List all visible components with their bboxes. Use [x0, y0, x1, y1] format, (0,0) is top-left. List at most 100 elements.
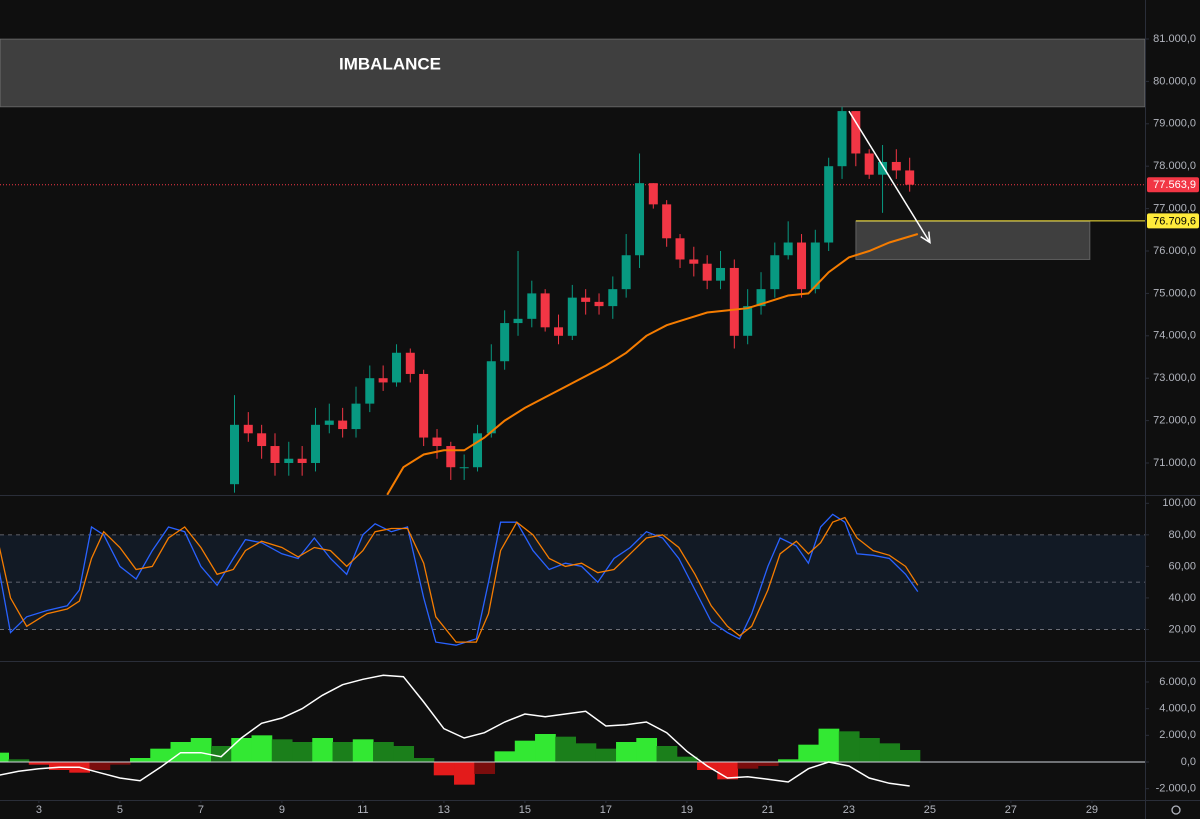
candle-body: [351, 403, 361, 430]
candle-body: [243, 424, 253, 434]
y-tick-label: 78.000,0: [1153, 160, 1196, 172]
y-tick-label: 4.000,0: [1159, 703, 1196, 715]
x-tick-label: 27: [1005, 804, 1017, 816]
x-tick-label: 5: [117, 804, 123, 816]
histogram-bar: [28, 762, 50, 765]
y-tick-label: 20,00: [1168, 623, 1196, 635]
y-tick-label: 100,00: [1162, 497, 1196, 509]
zone-label: IMBALANCE: [339, 54, 441, 73]
y-tick-label: 79.000,0: [1153, 118, 1196, 130]
stoch-d: [0, 516, 919, 643]
histogram-bar: [190, 738, 212, 762]
x-tick-label: 13: [438, 804, 450, 816]
candle-body: [716, 267, 726, 281]
y-tick-label: 73.000,0: [1153, 372, 1196, 384]
y-tick-label: 60,00: [1168, 560, 1196, 572]
y-tick-label: 80,00: [1168, 529, 1196, 541]
candle-body: [527, 293, 537, 319]
histogram-bar: [393, 746, 415, 762]
candle-body: [513, 318, 523, 324]
x-tick-label: 19: [681, 804, 693, 816]
pane: [0, 513, 1145, 646]
histogram-bar: [89, 762, 111, 770]
histogram-bar: [0, 752, 10, 762]
candle-body: [648, 183, 658, 205]
histogram-bar: [595, 748, 617, 762]
candle-body: [878, 161, 888, 175]
histogram-bar: [737, 762, 759, 769]
candle-body: [770, 255, 780, 290]
x-tick-label: 23: [843, 804, 855, 816]
x-tick-label: 29: [1086, 804, 1098, 816]
candle-body: [338, 420, 348, 430]
pane: [0, 674, 1145, 787]
candle-body: [392, 352, 402, 383]
candle-body: [662, 204, 672, 239]
candle-body: [743, 306, 753, 336]
histogram-bar: [676, 756, 698, 762]
candle-body: [405, 352, 415, 374]
x-tick-label: 7: [198, 804, 204, 816]
candle-body: [446, 446, 456, 468]
histogram-bar: [130, 758, 151, 762]
histogram-bar: [616, 742, 637, 762]
histogram-bar: [656, 746, 678, 762]
candle-body: [797, 242, 807, 290]
candle-body: [230, 424, 240, 485]
histogram-bar: [49, 762, 70, 770]
candle-body: [891, 161, 901, 171]
histogram-bar: [879, 743, 901, 762]
histogram-bar: [838, 731, 860, 762]
histogram-bar: [433, 762, 455, 776]
candle-body: [851, 111, 861, 154]
settings-icon[interactable]: [1171, 805, 1181, 815]
x-tick-label: 3: [36, 804, 42, 816]
y-tick-label: 0,0: [1181, 756, 1196, 768]
histogram-bar: [312, 738, 334, 762]
histogram-bar: [292, 742, 313, 762]
candle-body: [284, 458, 294, 463]
candle-body: [473, 433, 483, 468]
y-tick-label: 2.000,0: [1159, 729, 1196, 741]
zone: [0, 38, 1145, 108]
candle-body: [324, 420, 334, 425]
histogram-bar: [778, 759, 799, 762]
arrow-line: [848, 110, 931, 243]
candle-body: [432, 437, 442, 447]
candle-body: [810, 242, 820, 290]
histogram-bar: [251, 735, 273, 762]
arrow-head: [920, 231, 931, 244]
candle-body: [824, 166, 834, 243]
x-tick-label: 25: [924, 804, 936, 816]
candle-body: [540, 293, 550, 328]
y-tick-label: 71.000,0: [1153, 457, 1196, 469]
candle-body: [270, 446, 280, 463]
candle-body: [635, 183, 645, 256]
histogram-bar: [211, 746, 232, 762]
histogram-bar: [798, 744, 820, 762]
candle-body: [837, 111, 847, 167]
settings-gear[interactable]: [1171, 805, 1181, 815]
price-tag: [1147, 213, 1199, 229]
y-tick-label: 81.000,0: [1153, 33, 1196, 45]
histogram-bar: [150, 748, 172, 762]
histogram-bar: [636, 738, 658, 762]
y-tick-label: 6.000,0: [1159, 676, 1196, 688]
candle-body: [486, 361, 496, 434]
histogram-bar: [575, 743, 597, 762]
y-tick-label: 72.000,0: [1153, 414, 1196, 426]
histogram-bar: [717, 762, 739, 780]
histogram-bar: [109, 762, 131, 765]
candle-body: [608, 289, 618, 307]
y-tick-label: 75.000,0: [1153, 287, 1196, 299]
candle-body: [905, 170, 915, 185]
histogram-bar: [757, 762, 779, 766]
candle-body: [419, 373, 429, 438]
candle-body: [729, 267, 739, 336]
candle-body: [756, 289, 766, 307]
price-tag-label: 77.563,9: [1153, 179, 1196, 191]
y-tick-label: 77.000,0: [1153, 203, 1196, 215]
y-tick-label: 40,00: [1168, 592, 1196, 604]
